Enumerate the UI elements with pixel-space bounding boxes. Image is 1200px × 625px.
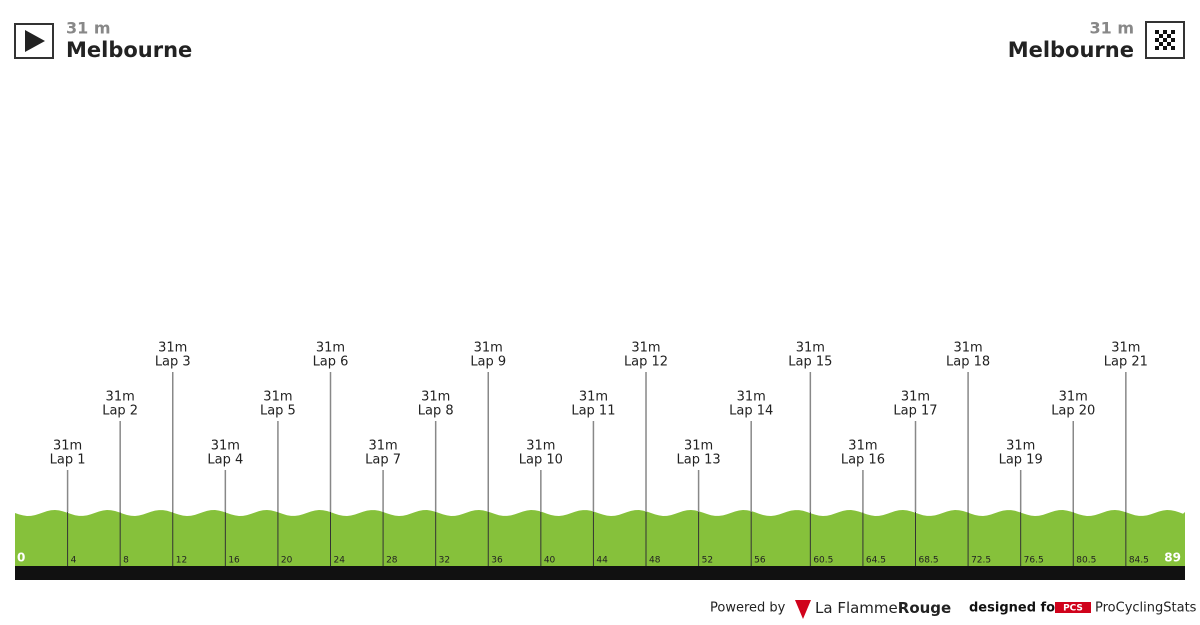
flag-square [1171,46,1175,50]
marker-label: Lap 17 [893,404,937,419]
marker-elevation: 31m [368,439,397,454]
pcs-badge-bg [1055,602,1091,613]
marker-elevation: 31m [901,390,930,405]
flag-square [1163,30,1167,34]
marker-label: Lap 15 [788,355,832,370]
brand-logo [795,600,811,619]
x-tick-label: 36 [491,556,503,566]
marker-elevation: 31m [211,439,240,454]
marker-label: Lap 16 [841,453,885,468]
marker-elevation: 31m [1059,390,1088,405]
marker-elevation: 31m [953,341,982,356]
marker-elevation: 31m [158,341,187,356]
flag-square [1167,42,1171,46]
x-tick-label: 40 [544,556,556,566]
x-tick-label: 32 [439,556,450,566]
flag-square [1155,46,1159,50]
start-arrow [25,30,45,52]
flag-square [1171,30,1175,34]
x-tick-label: 72.5 [971,556,991,566]
pcs-badge: PCS [1063,604,1083,614]
pcs-name: ProCyclingStats [1095,601,1197,616]
x-tick-label: 84.5 [1129,556,1149,566]
marker-elevation: 31m [579,390,608,405]
marker-label: Lap 2 [102,404,138,419]
powered-by: Powered by [710,601,786,616]
marker-label: Lap 20 [1051,404,1095,419]
x-tick-label: 44 [596,556,608,566]
marker-label: Lap 8 [418,404,454,419]
marker-elevation: 31m [421,390,450,405]
brand-text: La Flamme [815,599,898,617]
designed-for: designed for [969,601,1062,616]
marker-elevation: 31m [848,439,877,454]
distance-band [15,566,1185,580]
x-tick-label: 48 [649,556,661,566]
start-icon [14,23,54,59]
x-tick-label: 56 [754,556,766,566]
x-tick-label: 28 [386,556,398,566]
marker-label: Lap 18 [946,355,990,370]
flag-square [1163,38,1167,42]
finish-elevation: 31 m [1089,19,1134,38]
start-elevation: 31 m [66,19,111,38]
x-tick-label: 89 [1164,551,1181,565]
flag-square [1171,38,1175,42]
elevation-area [15,510,1185,566]
x-tick-label: 80.5 [1076,556,1096,566]
brand: La FlammeRouge [815,599,951,617]
marker-label: Lap 5 [260,404,296,419]
marker-elevation: 31m [263,390,292,405]
x-tick-label: 20 [281,556,293,566]
x-tick-label: 16 [228,556,240,566]
finish-flag [1155,30,1175,50]
x-tick-label: 4 [71,556,77,566]
finish-name: Melbourne [1008,38,1134,62]
flag-square [1155,38,1159,42]
marker-label: Lap 11 [571,404,615,419]
x-tick-label: 12 [176,556,187,566]
marker-elevation: 31m [526,439,555,454]
marker-elevation: 31m [1111,341,1140,356]
marker-elevation: 31m [737,390,766,405]
marker-elevation: 31m [1006,439,1035,454]
marker-label: Lap 3 [155,355,191,370]
x-tick-label: 76.5 [1024,556,1044,566]
x-tick-label: 52 [702,556,713,566]
marker-elevation: 31m [106,390,135,405]
marker-label: Lap 7 [365,453,401,468]
marker-label: Lap 6 [313,355,349,370]
flag-square [1159,34,1163,38]
marker-elevation: 31m [684,439,713,454]
flag-square [1155,30,1159,34]
marker-label: Lap 12 [624,355,668,370]
marker-elevation: 31m [631,341,660,356]
start-name: Melbourne [66,38,192,62]
marker-label: Lap 19 [999,453,1043,468]
x-tick-label: 64.5 [866,556,886,566]
flag-square [1163,46,1167,50]
marker-label: Lap 21 [1104,355,1148,370]
marker-label: Lap 9 [470,355,506,370]
x-tick-label: 24 [334,556,346,566]
x-tick-label: 68.5 [919,556,939,566]
marker-elevation: 31m [316,341,345,356]
flag-square [1159,42,1163,46]
marker-label: Lap 13 [677,453,721,468]
finish-icon [1145,21,1185,59]
marker-label: Lap 4 [207,453,243,468]
marker-elevation: 31m [53,439,82,454]
x-tick-label: 0 [17,551,25,565]
marker-elevation: 31m [474,341,503,356]
marker-label: Lap 1 [50,453,86,468]
flag-square [1167,34,1171,38]
marker-label: Lap 14 [729,404,773,419]
x-tick-label: 8 [123,556,129,566]
marker-elevation: 31m [796,341,825,356]
x-tick-label: 60.5 [813,556,833,566]
marker-label: Lap 10 [519,453,563,468]
brand-accent: Rouge [898,599,951,617]
